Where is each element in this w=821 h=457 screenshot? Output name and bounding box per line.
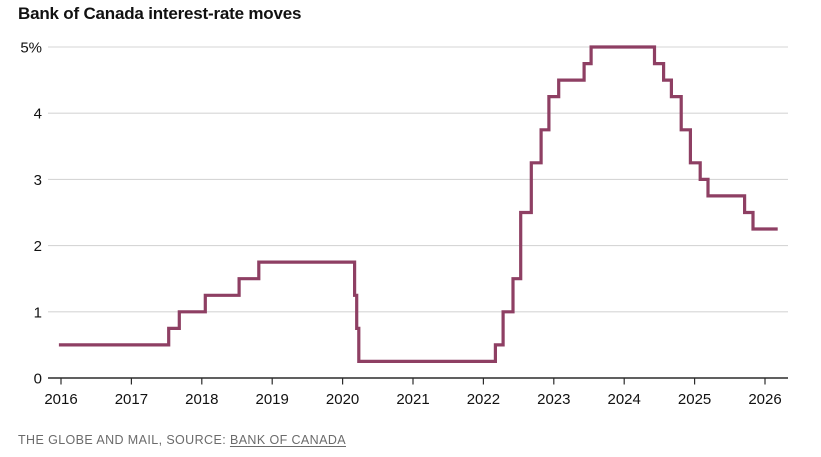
- x-tick-label: 2021: [396, 391, 429, 408]
- source-link[interactable]: BANK OF CANADA: [229, 433, 346, 447]
- x-tick-label: 2020: [326, 391, 359, 408]
- x-tick-label: 2019: [256, 391, 289, 408]
- x-tick-label: 2017: [115, 391, 148, 408]
- y-tick-label: 5%: [20, 40, 42, 57]
- chart-attribution: THE GLOBE AND MAIL, SOURCE: BANK OF CANA…: [18, 433, 346, 447]
- x-tick-label: 2016: [44, 391, 77, 408]
- y-tick-label: 1: [34, 304, 42, 321]
- chart-title: Bank of Canada interest-rate moves: [18, 4, 302, 23]
- x-tick-label: 2026: [748, 391, 781, 408]
- x-tick-label: 2018: [185, 391, 218, 408]
- y-tick-label: 2: [34, 238, 42, 255]
- x-tick-label: 2022: [467, 391, 500, 408]
- y-tick-label: 0: [34, 371, 42, 388]
- attribution-text: THE GLOBE AND MAIL, SOURCE:: [18, 433, 230, 447]
- rate-step-line: [58, 45, 778, 363]
- x-tick-label: 2025: [678, 391, 711, 408]
- y-tick-label: 3: [34, 172, 42, 189]
- x-tick-label: 2023: [537, 391, 570, 408]
- x-tick-label: 2024: [608, 391, 641, 408]
- y-tick-label: 4: [34, 106, 42, 123]
